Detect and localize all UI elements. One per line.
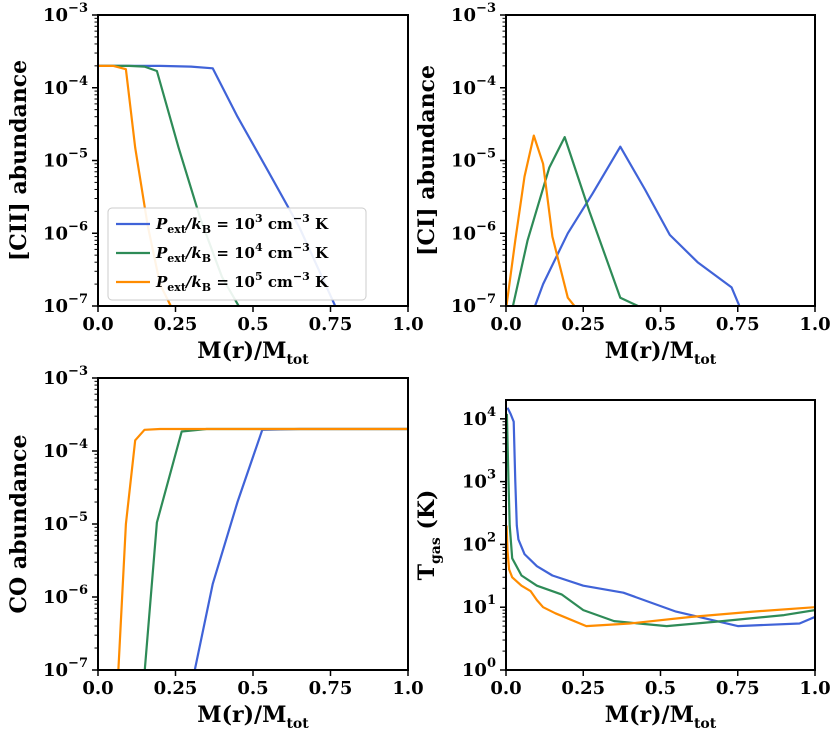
x-tick-label: 0.25 [561,678,605,699]
x-tick-label: 0.75 [309,678,353,699]
x-tick-label: 0.5 [645,678,676,699]
series-line-green [511,136,641,306]
y-tick-label: 10−5 [451,147,496,172]
y-tick-label: 10−7 [451,292,496,317]
series-line-orange [117,427,408,670]
y-tick-label: 10−4 [43,74,88,99]
x-tick-label: 1.0 [799,678,830,699]
y-axis-label: [CII] abundance [6,60,32,261]
y-tick-label: 10−7 [43,656,88,681]
series-line-blue [533,145,741,306]
y-tick-label: 10−7 [43,292,88,317]
x-axis-label: M(r)/Mtot [197,702,309,732]
x-tick-label: 0.25 [154,678,198,699]
y-tick-label: 10−4 [43,437,88,462]
legend-label-orange: Pext/kB = 105 cm−3 K [155,270,329,294]
y-tick-label: 10−4 [451,74,496,99]
y-axis-label: CO abundance [6,435,32,614]
series-line-orange [506,525,815,628]
series-line-green [506,413,815,628]
x-tick-label: 0.75 [309,314,353,335]
x-tick-label: 0.0 [82,678,113,699]
y-tick-label: 10−3 [43,364,88,389]
x-axis-label: M(r)/Mtot [605,338,717,368]
x-axis-label: M(r)/Mtot [197,338,309,368]
x-tick-label: 0.5 [645,314,676,335]
x-axis-label: M(r)/Mtot [605,702,717,732]
legend-label-green: Pext/kB = 104 cm−3 K [155,241,329,265]
panel-bottom-left: 0.0 0.25 0.5 0.75 1.0 10−7 10−6 10−5 10−4 10−3 M(r… [6,364,424,732]
y-tick-label: 10−5 [43,147,88,172]
y-tick-label: 104 [462,405,496,430]
y-tick-label: 100 [462,656,496,681]
panel-top-left: 0.0 0.25 0.5 0.75 1.0 10−7 10−6 10−5 10−4 10−3 M(r… [6,1,424,368]
legend-box [107,207,367,301]
x-tick-label: 0.75 [716,678,760,699]
y-tick-label: 102 [462,530,496,555]
plot-frame [97,377,409,671]
x-tick-label: 1.0 [799,314,830,335]
x-tick-label: 0.0 [490,678,521,699]
legend-label-blue: Pext/kB = 103 cm−3 K [155,212,329,236]
y-axis-label: Tgas (K) [414,490,444,581]
y-tick-label: 10−3 [451,1,496,26]
panel-bottom-right: 0.0 0.25 0.5 0.75 1.0 100 101 102 103 104 M(r)/Mto… [414,399,830,732]
x-tick-label: 0.25 [154,314,198,335]
y-tick-label: 10−3 [43,1,88,26]
x-tick-label: 0.75 [716,314,760,335]
y-tick-label: 10−5 [43,510,88,535]
y-tick-label: 101 [462,593,496,618]
plot-frame [505,399,816,671]
x-tick-label: 1.0 [392,678,423,699]
y-tick-label: 10−6 [43,219,88,244]
series-line-green [143,427,408,670]
x-tick-label: 0.25 [561,314,605,335]
series-line-blue [193,427,408,670]
x-tick-label: 0.5 [237,678,268,699]
y-axis-label: [CI] abundance [414,65,440,256]
series-line-orange [506,134,576,306]
y-tick-label: 10−6 [43,583,88,608]
y-tick-label: 10−6 [451,219,496,244]
x-tick-label: 0.0 [82,314,113,335]
series-line-blue [506,407,815,628]
y-tick-label: 103 [462,468,496,493]
x-tick-label: 1.0 [392,314,423,335]
x-tick-label: 0.5 [237,314,268,335]
legend: Pext/kB = 103 cm−3 K Pext/kB = 104 cm−3 K… [107,207,367,301]
x-tick-label: 0.0 [490,314,521,335]
panel-top-right: 0.0 0.25 0.5 0.75 1.0 10−7 10−6 10−5 10−4 10−3 M(r… [414,1,830,368]
